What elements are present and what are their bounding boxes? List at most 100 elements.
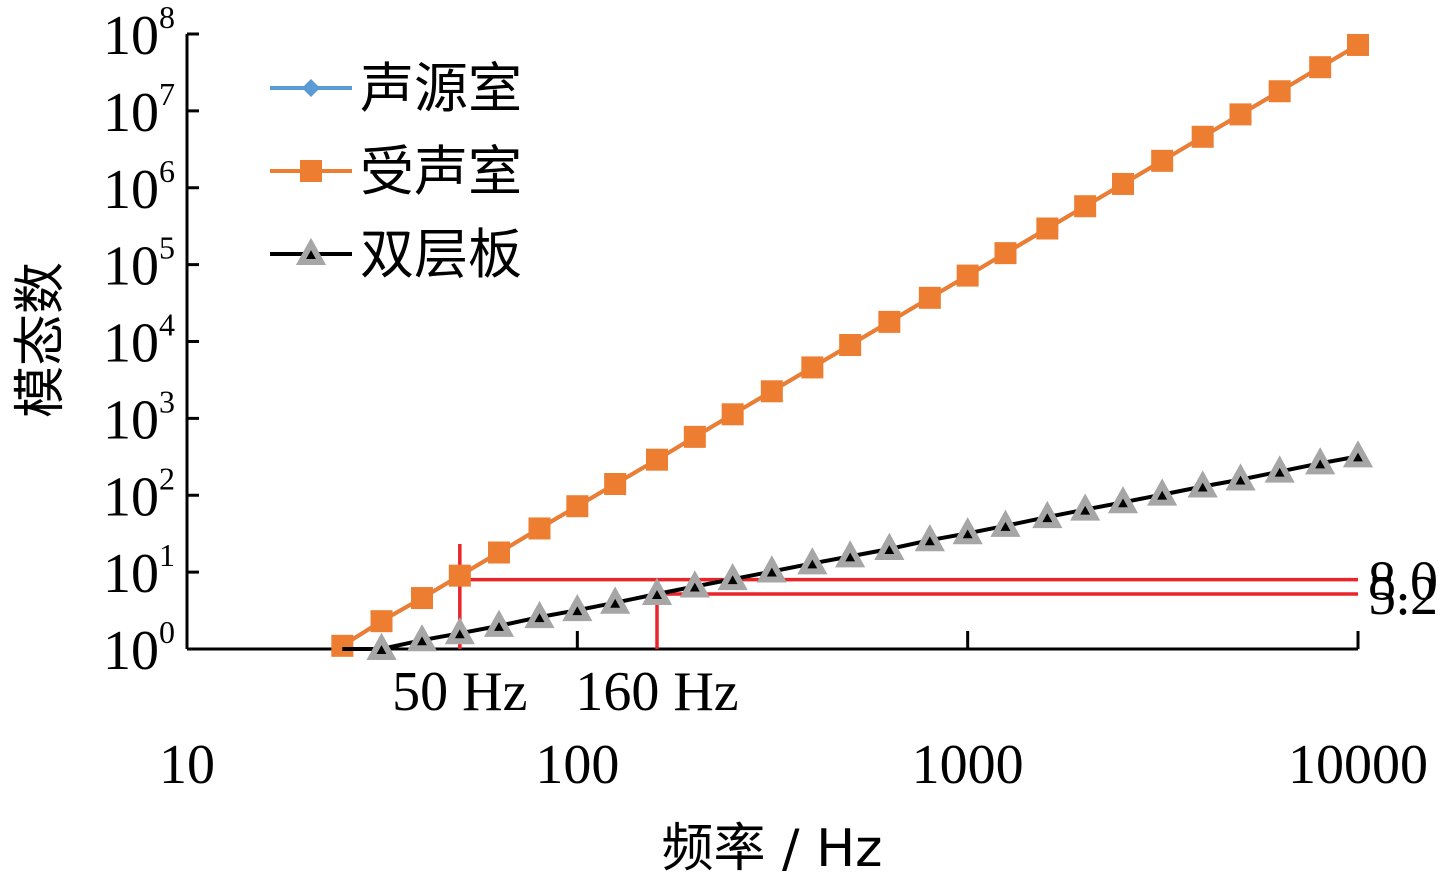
data-point-triangle xyxy=(1107,486,1139,514)
data-point-triangle xyxy=(562,593,593,622)
data-point-square xyxy=(721,403,744,426)
y-tick-exponent: 6 xyxy=(159,153,175,189)
data-point-triangle xyxy=(366,632,397,660)
x-tick-label: 10 xyxy=(159,734,215,796)
data-point-square xyxy=(448,564,471,587)
y-tick-base: 10 xyxy=(103,236,159,298)
data-point-triangle xyxy=(1070,493,1101,521)
y-tick-base: 10 xyxy=(103,313,159,375)
data-point-triangle xyxy=(1147,478,1178,506)
annotation-x-label: 50 Hz xyxy=(392,661,527,723)
y-tick-label: 104 xyxy=(103,307,175,375)
data-point-triangle xyxy=(600,586,631,614)
data-point-square xyxy=(839,334,862,357)
x-tick-label: 100 xyxy=(535,734,619,796)
data-point-square xyxy=(300,160,322,182)
y-tick-label: 103 xyxy=(103,383,175,451)
data-point-square xyxy=(488,541,511,564)
data-point-square xyxy=(878,310,901,333)
data-point-triangle xyxy=(1032,500,1063,529)
y-tick-label: 100 xyxy=(103,614,175,682)
data-point-triangle xyxy=(295,237,327,265)
y-tick-base: 10 xyxy=(103,543,159,605)
data-point-square xyxy=(918,286,941,309)
legend-label: 声源室 xyxy=(360,57,522,120)
data-point-triangle xyxy=(990,509,1021,537)
data-point-square xyxy=(566,495,589,518)
y-tick-exponent: 2 xyxy=(159,460,175,496)
data-point-square xyxy=(1036,217,1059,240)
data-point-triangle xyxy=(524,600,555,629)
y-tick-exponent: 8 xyxy=(159,0,175,35)
x-tick-label: 1000 xyxy=(912,734,1024,796)
x-tick-label: 10000 xyxy=(1288,734,1428,796)
x-ticks: 10 100 1000 10000 xyxy=(159,631,1428,796)
data-point-triangle xyxy=(797,547,828,575)
data-point-triangle xyxy=(483,609,515,637)
data-point-square xyxy=(1151,149,1174,172)
y-tick-base: 10 xyxy=(103,466,159,528)
data-point-triangle xyxy=(1187,470,1218,498)
data-point-square xyxy=(801,356,824,379)
data-point-triangle xyxy=(1342,440,1374,468)
y-tick-label: 108 xyxy=(103,0,175,67)
y-tick-exponent: 1 xyxy=(159,537,175,573)
data-point-square xyxy=(1268,80,1291,103)
y-tick-base: 10 xyxy=(103,620,159,682)
data-point-square xyxy=(646,448,669,471)
data-point-square xyxy=(1074,195,1097,218)
data-point-diamond xyxy=(302,79,320,97)
data-point-square xyxy=(994,242,1017,265)
y-tick-exponent: 7 xyxy=(159,76,175,112)
annotation-y-label: 8.0 xyxy=(1368,551,1438,613)
data-point-triangle xyxy=(641,577,673,605)
y-tick-base: 10 xyxy=(103,389,159,451)
data-point-square xyxy=(370,610,393,633)
annotations: 8.0 50 Hz 5.2 160 Hz xyxy=(392,544,1438,723)
data-point-square xyxy=(1191,125,1214,148)
y-tick-label: 101 xyxy=(103,537,175,605)
y-tick-label: 106 xyxy=(103,153,175,221)
y-tick-exponent: 4 xyxy=(159,307,175,343)
data-point-triangle xyxy=(444,617,475,645)
y-tick-base: 10 xyxy=(103,159,159,221)
data-point-triangle xyxy=(874,532,905,560)
y-tick-exponent: 0 xyxy=(159,614,175,650)
data-point-square xyxy=(1229,103,1252,126)
data-point-triangle xyxy=(914,524,945,552)
data-point-square xyxy=(604,473,627,496)
y-tick-exponent: 5 xyxy=(159,230,175,266)
series-square xyxy=(331,33,1369,657)
data-point-square xyxy=(411,587,434,610)
y-tick-label: 102 xyxy=(103,460,175,528)
data-point-triangle xyxy=(756,555,787,583)
data-point-square xyxy=(528,517,551,540)
data-point-square xyxy=(1111,172,1134,195)
y-tick-base: 10 xyxy=(103,5,159,67)
legend-label: 双层板 xyxy=(360,223,522,286)
data-point-triangle xyxy=(1264,455,1295,483)
data-point-square xyxy=(331,634,354,657)
data-point-square xyxy=(1347,33,1369,56)
data-point-triangle xyxy=(679,570,710,598)
y-tick-base: 10 xyxy=(103,82,159,144)
data-point-triangle xyxy=(952,517,983,545)
legend-label: 受声室 xyxy=(360,140,522,203)
y-tick-label: 107 xyxy=(103,76,175,144)
data-point-triangle xyxy=(717,562,748,591)
data-point-triangle xyxy=(406,624,438,652)
data-point-square xyxy=(760,380,783,403)
x-axis-label: 频率 / Hz xyxy=(662,819,883,879)
y-tick-label: 105 xyxy=(103,230,175,298)
data-point-triangle xyxy=(1225,463,1256,491)
data-point-square xyxy=(1309,56,1332,79)
series-triangle xyxy=(342,440,1374,660)
y-tick-exponent: 3 xyxy=(159,383,175,419)
y-axis-label: 模态数 xyxy=(11,262,71,418)
data-point-square xyxy=(956,264,979,287)
annotation-y-label: 5.2 xyxy=(1368,565,1438,627)
annotation-x-label: 160 Hz xyxy=(575,661,738,723)
